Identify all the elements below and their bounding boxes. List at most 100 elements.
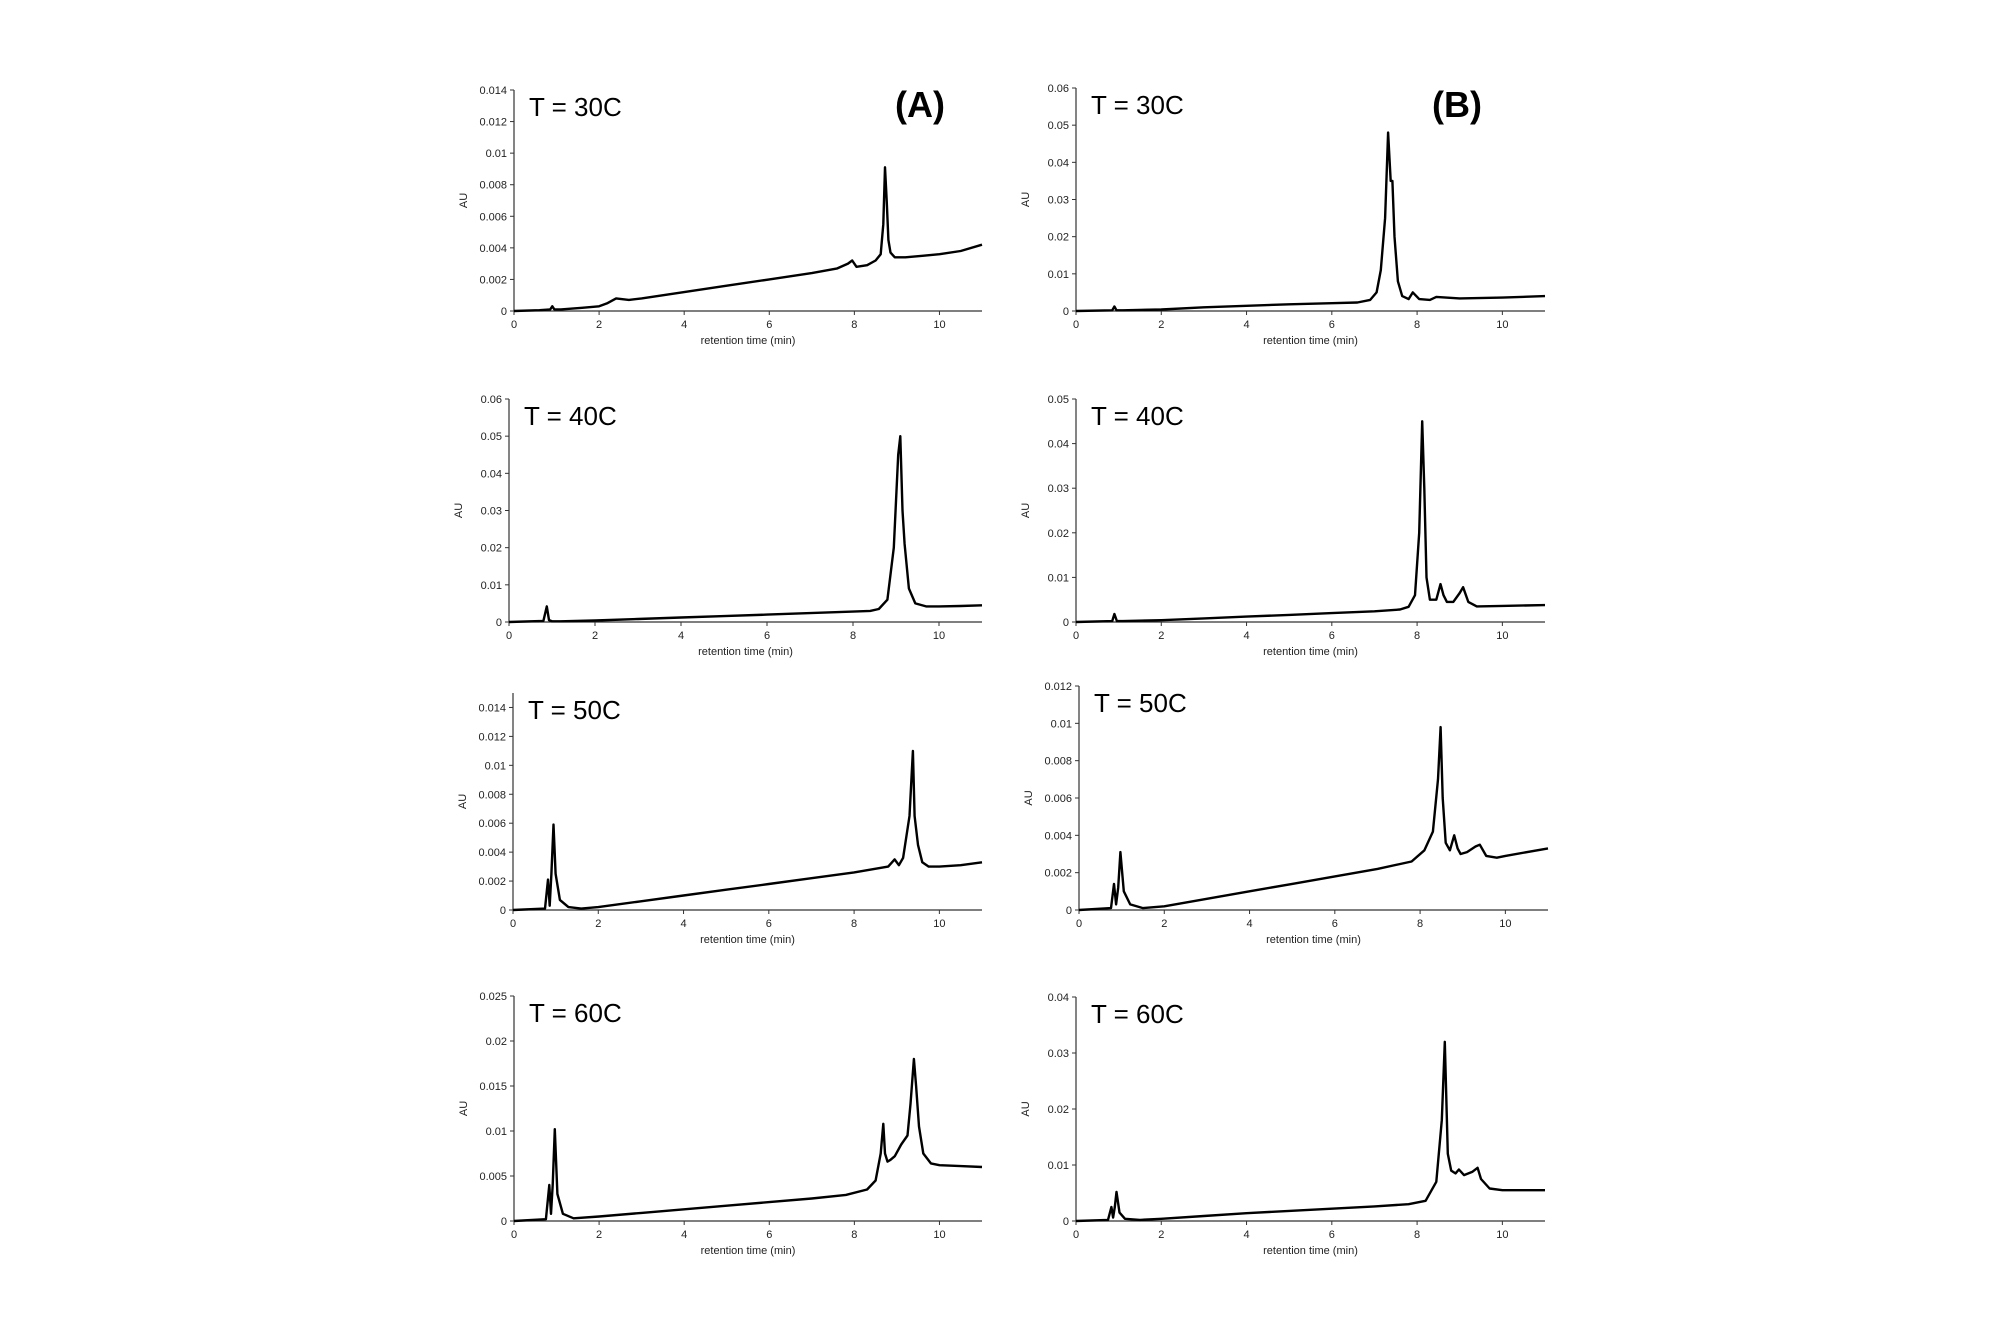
x-tick-label: 6 xyxy=(766,1229,772,1241)
x-tick-label: 10 xyxy=(1496,1229,1508,1241)
y-tick-label: 0.014 xyxy=(479,85,507,97)
x-axis-label: retention time (min) xyxy=(700,934,795,946)
y-tick-label: 0.02 xyxy=(481,543,502,555)
x-tick-label: 2 xyxy=(596,319,602,331)
y-tick-label: 0.004 xyxy=(1044,830,1072,842)
x-axis-label: retention time (min) xyxy=(701,335,796,347)
x-tick-label: 0 xyxy=(511,319,517,331)
chromatogram-trace xyxy=(1075,1040,1545,1223)
x-axis-label: retention time (min) xyxy=(701,1245,796,1257)
y-tick-label: 0.03 xyxy=(1048,483,1069,495)
y-tick-label: 0.012 xyxy=(1044,681,1072,693)
plot-a40: 0 0.01 0.02 0.03 0.04 0.05 0.06 0 2 4 6 8 10 retentio… xyxy=(453,394,983,658)
x-tick-label: 4 xyxy=(1243,630,1249,642)
chromatogram-trace xyxy=(1075,131,1546,313)
panel-letter-b: (B) xyxy=(1432,84,1482,125)
y-tick-label: 0.02 xyxy=(1048,528,1069,540)
y-tick-label: 0.004 xyxy=(479,243,507,255)
y-tick-label: 0.005 xyxy=(479,1171,507,1183)
x-tick-label: 10 xyxy=(1499,918,1511,930)
y-tick-label: 0.01 xyxy=(486,1126,507,1138)
y-tick-label: 0.03 xyxy=(1048,195,1069,207)
chromatogram-trace xyxy=(513,1057,983,1223)
plot-b60: 0 0.01 0.02 0.03 0.04 0 2 4 6 8 10 retention time (… xyxy=(1020,992,1545,1257)
y-tick-label: 0.012 xyxy=(478,731,506,743)
x-tick-label: 0 xyxy=(506,630,512,642)
y-tick-label: 0.01 xyxy=(481,580,502,592)
x-tick-label: 4 xyxy=(680,918,686,930)
y-axis-label: AU xyxy=(458,1101,470,1116)
x-tick-label: 6 xyxy=(1332,918,1338,930)
y-tick-label: 0.06 xyxy=(1048,83,1069,95)
y-tick-label: 0 xyxy=(501,306,507,318)
chromatogram-trace xyxy=(1075,420,1546,624)
y-tick-label: 0.04 xyxy=(1048,439,1069,451)
panel-letter-a: (A) xyxy=(895,84,945,125)
chromatogram-trace xyxy=(508,435,983,624)
y-tick-label: 0 xyxy=(496,617,502,629)
x-tick-label: 6 xyxy=(766,918,772,930)
y-axis-label: AU xyxy=(1020,192,1032,207)
y-tick-label: 0.06 xyxy=(481,394,502,406)
y-tick-label: 0.01 xyxy=(486,148,507,160)
x-tick-label: 2 xyxy=(1158,630,1164,642)
y-tick-label: 0.002 xyxy=(1044,868,1072,880)
y-tick-label: 0.002 xyxy=(479,274,507,286)
x-tick-label: 4 xyxy=(1246,918,1252,930)
y-tick-label: 0.006 xyxy=(479,211,507,223)
x-tick-label: 10 xyxy=(933,319,945,331)
y-tick-label: 0.04 xyxy=(481,468,502,480)
y-tick-label: 0.03 xyxy=(481,506,502,518)
y-tick-label: 0.004 xyxy=(478,847,506,859)
y-tick-label: 0.04 xyxy=(1048,157,1069,169)
x-axis-label: retention time (min) xyxy=(698,646,793,658)
x-tick-label: 8 xyxy=(850,630,856,642)
x-tick-label: 2 xyxy=(592,630,598,642)
y-tick-label: 0 xyxy=(501,1216,507,1228)
plot-title: T = 50C xyxy=(528,695,621,725)
y-tick-label: 0.04 xyxy=(1048,992,1069,1004)
plot-a50: 0 0.002 0.004 0.006 0.008 0.01 0.012 0.014 0 2 4 6 8… xyxy=(457,693,983,946)
y-tick-label: 0.01 xyxy=(1051,718,1072,730)
y-tick-label: 0.008 xyxy=(479,180,507,192)
x-tick-label: 6 xyxy=(1329,1229,1335,1241)
x-tick-label: 2 xyxy=(596,1229,602,1241)
x-tick-label: 6 xyxy=(1329,319,1335,331)
y-tick-label: 0 xyxy=(1063,617,1069,629)
plot-b30: 0 0.01 0.02 0.03 0.04 0.05 0.06 0 2 4 6 8 10 retentio… xyxy=(1020,83,1546,347)
x-axis-label: retention time (min) xyxy=(1263,335,1358,347)
plot-b50: 0 0.002 0.004 0.006 0.008 0.01 0.012 0 2 4 6 8 10 ret… xyxy=(1023,681,1549,946)
y-tick-label: 0.05 xyxy=(1048,394,1069,406)
plot-title: T = 60C xyxy=(1091,999,1184,1029)
plot-b40: 0 0.01 0.02 0.03 0.04 0.05 0 2 4 6 8 10 retention ti… xyxy=(1020,394,1546,658)
y-tick-label: 0.05 xyxy=(1048,120,1069,132)
x-tick-label: 0 xyxy=(511,1229,517,1241)
y-tick-label: 0.03 xyxy=(1048,1048,1069,1060)
x-tick-label: 2 xyxy=(1158,319,1164,331)
x-tick-label: 10 xyxy=(1496,630,1508,642)
y-tick-label: 0.02 xyxy=(1048,1104,1069,1116)
chromatogram-trace xyxy=(512,749,983,912)
y-tick-label: 0.02 xyxy=(486,1036,507,1048)
x-axis-label: retention time (min) xyxy=(1263,1245,1358,1257)
x-tick-label: 10 xyxy=(933,918,945,930)
chromatogram-trace xyxy=(1078,725,1549,912)
x-tick-label: 8 xyxy=(1417,918,1423,930)
x-tick-label: 8 xyxy=(1414,1229,1420,1241)
y-tick-label: 0 xyxy=(1063,1216,1069,1228)
x-tick-label: 2 xyxy=(1161,918,1167,930)
plot-title: T = 30C xyxy=(529,92,622,122)
plot-title: T = 60C xyxy=(529,998,622,1028)
y-tick-label: 0.025 xyxy=(479,991,507,1003)
x-tick-label: 4 xyxy=(678,630,684,642)
y-axis-label: AU xyxy=(458,193,470,208)
y-tick-label: 0 xyxy=(1063,306,1069,318)
y-tick-label: 0.014 xyxy=(478,702,506,714)
x-tick-label: 4 xyxy=(1243,1229,1249,1241)
y-axis-label: AU xyxy=(453,503,465,518)
chromatogram-trace xyxy=(513,166,983,313)
y-axis-label: AU xyxy=(1020,1101,1032,1116)
x-axis-label: retention time (min) xyxy=(1266,934,1361,946)
